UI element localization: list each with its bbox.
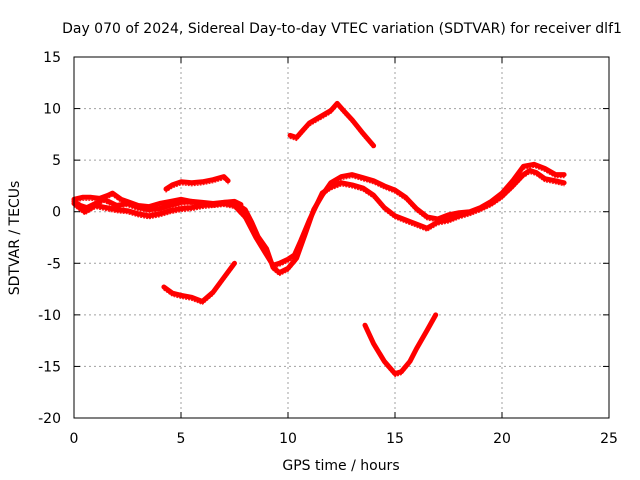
plot-frame bbox=[73, 56, 610, 419]
x-tick-label: 25 bbox=[600, 431, 618, 447]
y-tick-label: 5 bbox=[52, 153, 61, 169]
y-tick-label: 0 bbox=[52, 205, 61, 221]
series-band-track-g bbox=[364, 317, 437, 378]
x-tick-label: 10 bbox=[279, 431, 297, 447]
x-tick-label: 15 bbox=[386, 431, 404, 447]
x-tick-label: 5 bbox=[177, 431, 186, 447]
grid bbox=[74, 57, 609, 418]
y-tick-label: -20 bbox=[38, 411, 61, 427]
y-axis-label: SDTVAR / TECUs bbox=[7, 181, 23, 296]
y-tick-label: 15 bbox=[43, 50, 61, 66]
series-line-track-e bbox=[161, 260, 237, 304]
series-line-track-d bbox=[163, 174, 231, 192]
series-band-track-c bbox=[73, 166, 565, 277]
y-tick-label: 10 bbox=[43, 102, 61, 118]
series-band-track-f bbox=[289, 105, 375, 150]
series-band-track-e bbox=[163, 265, 236, 305]
series-layer bbox=[71, 100, 567, 378]
series-line-track-f bbox=[287, 100, 377, 149]
x-tick-label: 20 bbox=[493, 431, 511, 447]
x-tick-label: 0 bbox=[70, 431, 79, 447]
axis-ticks: 0 5 10 15 20 25 -20 -15 -10 -5 0 5 10 15 bbox=[38, 50, 618, 447]
series-band-track-d bbox=[165, 179, 229, 193]
series-line-track-g bbox=[362, 312, 439, 377]
x-axis-label: GPS time / hours bbox=[282, 458, 399, 474]
y-tick-label: -15 bbox=[38, 359, 61, 375]
y-tick-label: -10 bbox=[38, 308, 61, 324]
series-line-track-c bbox=[71, 161, 567, 276]
y-tick-label: -5 bbox=[47, 256, 61, 272]
chart-title: Day 070 of 2024, Sidereal Day-to-day VTE… bbox=[62, 21, 622, 37]
